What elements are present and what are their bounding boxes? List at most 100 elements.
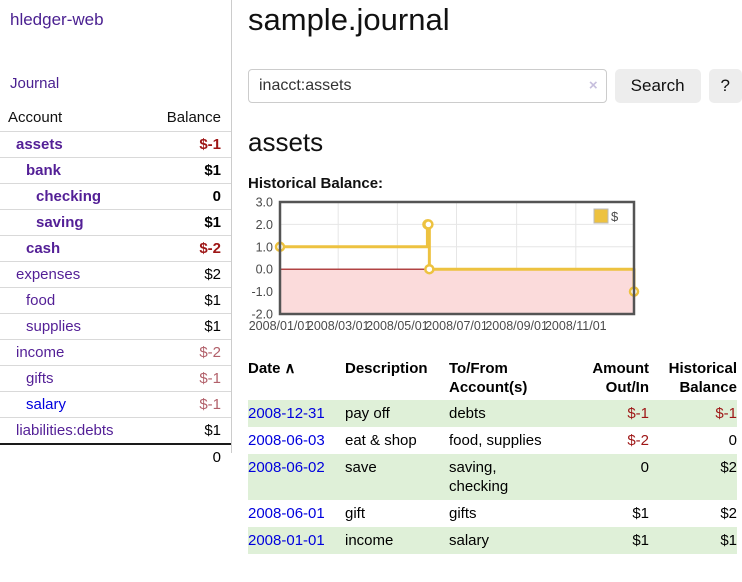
transaction-description: gift [345,505,366,522]
transaction-amount: 0 [640,459,649,476]
account-link-liabilities-debts[interactable]: liabilities:debts [16,422,114,439]
account-balance: $1 [145,313,231,340]
account-balance: $1 [145,157,231,184]
accounts-total-row: 0 [0,443,231,470]
chart-legend: $ [593,208,619,224]
register-table: Date ∧ Description To/From Account(s) Amount… [248,356,737,554]
accounts-table-header: Account Balance [0,105,231,132]
account-link-bank[interactable]: bank [26,162,62,179]
svg-text:3.0: 3.0 [256,196,273,210]
svg-text:2008/05/01: 2008/05/01 [366,319,429,333]
search-input-wrap: × [248,69,607,103]
account-row: gifts $-1 [0,365,231,392]
account-row: bank $1 [0,157,231,184]
transaction-amount: $-1 [627,405,649,422]
sidebar: hledger-web Journal Account Balance asse… [0,0,232,470]
account-row: food $1 [0,287,231,314]
transaction-date-link[interactable]: 2008-06-02 [248,459,325,476]
svg-text:2008/11/01: 2008/11/01 [545,319,607,333]
transaction-description: income [345,532,394,549]
account-balance: $-1 [145,365,231,392]
register-column-header-desc: Description [345,360,428,377]
account-link-checking[interactable]: checking [36,188,102,205]
transaction-date-link[interactable]: 2008-01-01 [248,532,325,549]
accounts-total-spacer [0,443,146,470]
transaction-date: 2008-12-31 [248,400,345,427]
transaction-row: 2008-01-01 income salary $1 $1 [248,527,737,554]
account-balance: $1 [145,287,231,314]
transaction-accounts: debts [449,405,486,422]
svg-text:2008/07/01: 2008/07/01 [425,319,488,333]
account-row: cash $-2 [0,235,231,262]
account-balance: $1 [145,417,231,444]
clear-search-icon[interactable]: × [588,77,598,94]
transaction-description: save [345,459,377,476]
svg-text:2008/09/01: 2008/09/01 [485,319,548,333]
sort-ascending-icon: ∧ [284,360,296,377]
account-row: supplies $1 [0,313,231,340]
account-link-assets[interactable]: assets [16,136,63,153]
transaction-row: 2008-06-02 save saving, checking 0 $2 [248,454,737,500]
register-column-header-date[interactable]: Date ∧ [248,360,296,377]
transaction-date-link[interactable]: 2008-06-03 [248,432,325,449]
transaction-accounts: gifts [449,505,477,522]
transaction-date: 2008-01-01 [248,527,345,554]
transaction-description: pay off [345,405,390,422]
account-link-saving[interactable]: saving [36,214,84,231]
account-balance: $1 [145,209,231,236]
app-title-link[interactable]: hledger-web [10,10,104,29]
transaction-amount: $-2 [627,432,649,449]
account-heading: assets [248,127,324,157]
svg-text:-1.0: -1.0 [251,285,273,299]
transaction-row: 2008-06-01 gift gifts $1 $2 [248,500,737,527]
transaction-date: 2008-06-01 [248,500,345,527]
account-balance: $-1 [145,391,231,418]
svg-text:-2.0: -2.0 [251,308,273,322]
account-link-income[interactable]: income [16,344,65,361]
transaction-amount: $1 [632,505,649,522]
account-balance: 0 [145,183,231,210]
svg-text:2008/01/01: 2008/01/01 [249,319,312,333]
transaction-date-link[interactable]: 2008-12-31 [248,405,325,422]
transaction-balance: $2 [720,505,737,522]
transaction-balance: $2 [720,459,737,476]
svg-text:0.0: 0.0 [256,263,273,277]
account-balance: $2 [145,261,231,288]
account-balance: $-1 [145,131,231,158]
account-row: saving $1 [0,209,231,236]
account-link-gifts[interactable]: gifts [26,370,54,387]
account-link-salary[interactable]: salary [26,396,67,413]
search-button[interactable]: Search [614,69,701,103]
transaction-date-link[interactable]: 2008-06-01 [248,505,325,522]
account-row: assets $-1 [0,131,231,158]
help-button[interactable]: ? [708,69,742,103]
account-link-expenses[interactable]: expenses [16,266,81,283]
account-link-cash[interactable]: cash [26,240,61,257]
account-link-food[interactable]: food [26,292,56,309]
transaction-accounts: salary [449,532,490,549]
accounts-total-value: 0 [145,443,231,470]
account-balance: $-2 [145,235,231,262]
transaction-balance: $-1 [715,405,737,422]
chart-title: Historical Balance: [248,175,384,192]
app-title: hledger-web [10,10,231,30]
transaction-amount: $1 [632,532,649,549]
transaction-description: eat & shop [345,432,417,449]
transaction-row: 2008-12-31 pay off debts $-1 $-1 [248,400,737,427]
transaction-balance: $1 [720,532,737,549]
transaction-row: 2008-06-03 eat & shop food, supplies $-2 0 [248,427,737,454]
account-balance: $-2 [145,339,231,366]
svg-text:1.0: 1.0 [256,240,273,254]
register-column-header-balance: Historical Balance [668,360,737,396]
main-content: sample.journal × Search ? assets Histori… [232,0,742,554]
account-row: expenses $2 [0,261,231,288]
account-row: liabilities:debts $1 [0,417,231,444]
transaction-date: 2008-06-02 [248,454,345,500]
svg-text:2.0: 2.0 [256,218,273,232]
account-link-supplies[interactable]: supplies [26,318,82,335]
svg-text:$: $ [611,209,619,224]
account-row: checking 0 [0,183,231,210]
sidebar-item-journal[interactable]: Journal [10,75,60,92]
historical-balance-chart: 3.0 2.0 1.0 0.0 -1.0 -2.0 2008/01/01 2008/03/01… [248,196,742,338]
search-input[interactable] [248,69,607,103]
